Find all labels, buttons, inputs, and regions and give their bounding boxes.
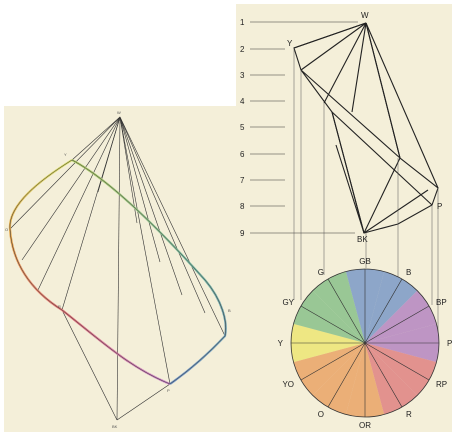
hue-sector-bp [365, 290, 437, 343]
scale-9: 9 [240, 229, 245, 238]
hue-sector-r [365, 343, 418, 415]
solid-label-w: W [361, 11, 369, 20]
left-label-o: O [5, 227, 8, 232]
hue-sector-g [312, 271, 365, 343]
hue-sector-o [312, 343, 365, 415]
hue-sector-gy [293, 290, 365, 343]
hue-spoke-r [364, 342, 403, 408]
hue-spoke-gy [300, 305, 366, 344]
hue-label-gb: GB [359, 257, 371, 266]
hue-spoke-bp [364, 305, 430, 344]
scale-1: 1 [240, 18, 245, 27]
solid-outline [293, 22, 439, 234]
hue-label-y: Y [278, 339, 284, 348]
hue-label-r: R [406, 410, 412, 419]
left-rays [9, 116, 226, 421]
hue-spoke-o [327, 342, 366, 408]
hue-label-p: P [447, 339, 452, 348]
solid-label-bk: BK [357, 235, 368, 244]
scale-4: 4 [240, 97, 245, 106]
scale-2: 2 [240, 45, 245, 54]
left-label-b: B [228, 308, 231, 313]
hue-label-o: O [318, 410, 324, 419]
scale-3: 3 [240, 71, 245, 80]
hue-label-rp: RP [436, 380, 447, 389]
hue-sectors [291, 269, 439, 417]
left-rhombus-diagram: W Y O B R P BK [5, 110, 231, 429]
left-label-r: R [58, 304, 61, 309]
hue-label-g: G [318, 268, 324, 277]
value-scale: 1 2 3 4 5 6 7 8 9 [240, 18, 358, 238]
scale-8: 8 [240, 202, 245, 211]
hue-sector-rp [365, 343, 437, 396]
left-label-bk: BK [112, 424, 118, 429]
hue-label-or: OR [359, 421, 371, 430]
projection-lines [293, 48, 439, 335]
left-paper [4, 106, 241, 432]
left-label-y: Y [64, 152, 67, 157]
hue-sector-yo [293, 343, 365, 396]
hue-label-gy: GY [282, 298, 294, 307]
scale-6: 6 [240, 150, 245, 159]
hue-spoke-b [364, 278, 403, 344]
hue-label-bp: BP [436, 298, 447, 307]
scale-7: 7 [240, 176, 245, 185]
scale-5: 5 [240, 123, 245, 132]
hue-circle: GB B BP P RP R OR O YO Y GY G [278, 257, 453, 430]
hue-spoke-rp [364, 342, 430, 381]
hue-label-b: B [406, 268, 411, 277]
left-label-p: P [167, 388, 170, 393]
hue-spoke-g [327, 278, 366, 344]
hue-spoke-yo [300, 342, 366, 381]
hue-sector-b [365, 271, 418, 343]
hue-label-yo: YO [282, 380, 294, 389]
left-label-w: W [117, 110, 121, 115]
right-solid-diagram: 1 2 3 4 5 6 7 8 9 [240, 11, 442, 335]
solid-label-p: P [437, 202, 442, 211]
solid-label-y: Y [287, 39, 293, 48]
hue-spokes [291, 269, 439, 417]
hue-labels: GB B BP P RP R OR O YO Y GY G [278, 257, 453, 430]
